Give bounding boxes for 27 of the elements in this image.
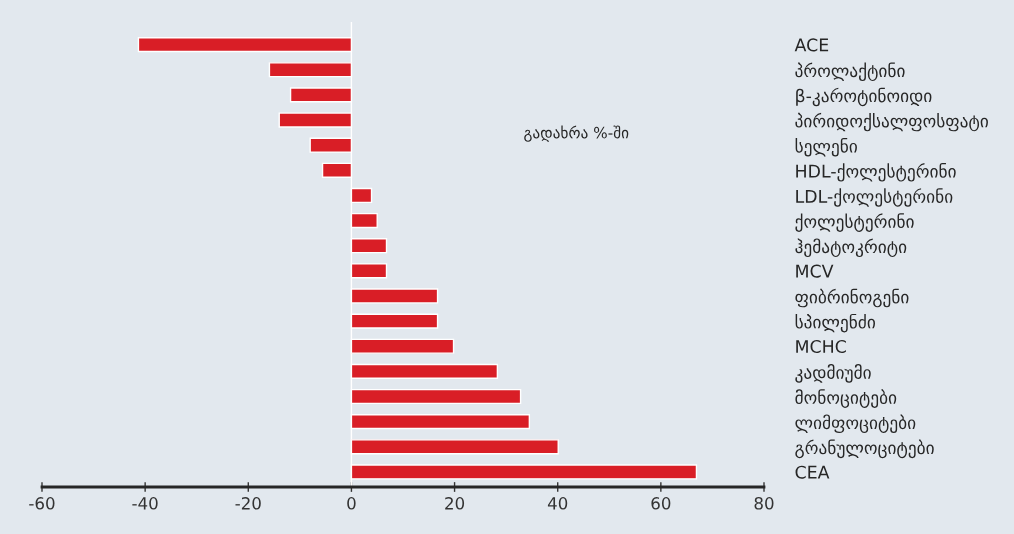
- y-tick-label: LDL-ქოლესტერინი: [796, 188, 953, 207]
- annotation: გადახრა %-ში: [524, 125, 629, 142]
- y-tick-label: MCHC: [796, 339, 846, 354]
- y-tick-label: CEA: [795, 465, 830, 479]
- y-tick-label: ACE: [794, 38, 829, 52]
- y-tick-label: β-კაროტინოიდი: [796, 87, 932, 107]
- y-tick-label: კადმიუმი: [795, 364, 871, 383]
- y-tick-label: სელენი: [795, 137, 857, 157]
- x-tick-label: 80: [754, 497, 774, 510]
- y-tick-label: ლიმფოციტები: [795, 414, 916, 434]
- y-tick-label: მონოციტები: [795, 389, 897, 408]
- y-tick-label: პირიდოქსალფოსფატი: [795, 112, 988, 132]
- x-tick-label: 0: [347, 497, 356, 510]
- x-tick-label: -60: [29, 497, 55, 510]
- y-tick-label: MCV: [796, 264, 834, 278]
- x-tick-label: 20: [445, 497, 465, 510]
- y-tick-label: ქოლესტერინი: [795, 213, 914, 232]
- y-tick-label: გრანულოციტები: [795, 439, 934, 459]
- y-tick-label: ფიბრინოგენი: [795, 288, 909, 308]
- x-tick-label: -40: [132, 497, 158, 510]
- x-tick-label: 60: [651, 497, 671, 510]
- x-tick-label: -20: [235, 497, 261, 510]
- y-tick-label: სპილენძი: [795, 313, 875, 333]
- x-tick-label: 40: [547, 497, 568, 510]
- y-tick-label: პროლაქტინი: [795, 62, 905, 82]
- y-tick-label: ჰემატოკრიტი: [795, 238, 907, 258]
- y-tick-label: HDL-ქოლესტერინი: [796, 163, 956, 182]
